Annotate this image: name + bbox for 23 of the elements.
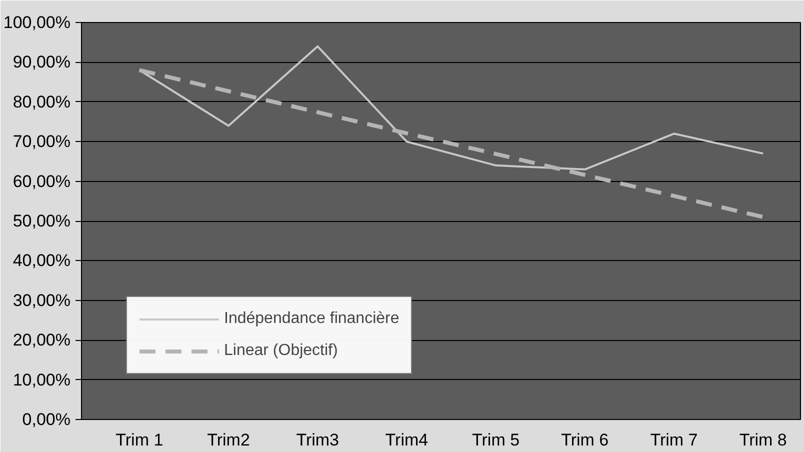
line-series xyxy=(138,45,764,170)
legend-label: Indépendance financière xyxy=(224,310,400,328)
x-tick-label: Trim4 xyxy=(385,430,428,450)
y-tick-label: 30,00% xyxy=(12,290,71,310)
line-series xyxy=(137,68,766,220)
y-tick-label: 60,00% xyxy=(12,172,71,191)
y-tick-label: 0,00% xyxy=(22,410,70,429)
x-tick-label: Trim 8 xyxy=(739,430,787,450)
y-tick-label: 80,00% xyxy=(12,92,71,112)
y-tick-label: 40,00% xyxy=(12,251,71,270)
x-tick-label: Trim 5 xyxy=(472,430,520,450)
y-tick-label: 100,00% xyxy=(3,13,71,32)
x-tick-label: Trim3 xyxy=(296,430,340,450)
x-tick-label: Trim 6 xyxy=(561,430,609,450)
legend-label: Linear (Objectif) xyxy=(224,342,338,360)
x-tick-label: Trim 1 xyxy=(116,430,164,450)
y-tick-label: 50,00% xyxy=(12,212,71,230)
y-tick-label: 10,00% xyxy=(12,370,71,390)
y-tick-label: 70,00% xyxy=(12,132,71,152)
x-tick-label: Trim2 xyxy=(207,430,250,450)
y-tick-label: 20,00% xyxy=(12,330,71,350)
x-tick-label: Trim 7 xyxy=(650,430,698,450)
y-tick-label: 90,00% xyxy=(12,52,71,72)
